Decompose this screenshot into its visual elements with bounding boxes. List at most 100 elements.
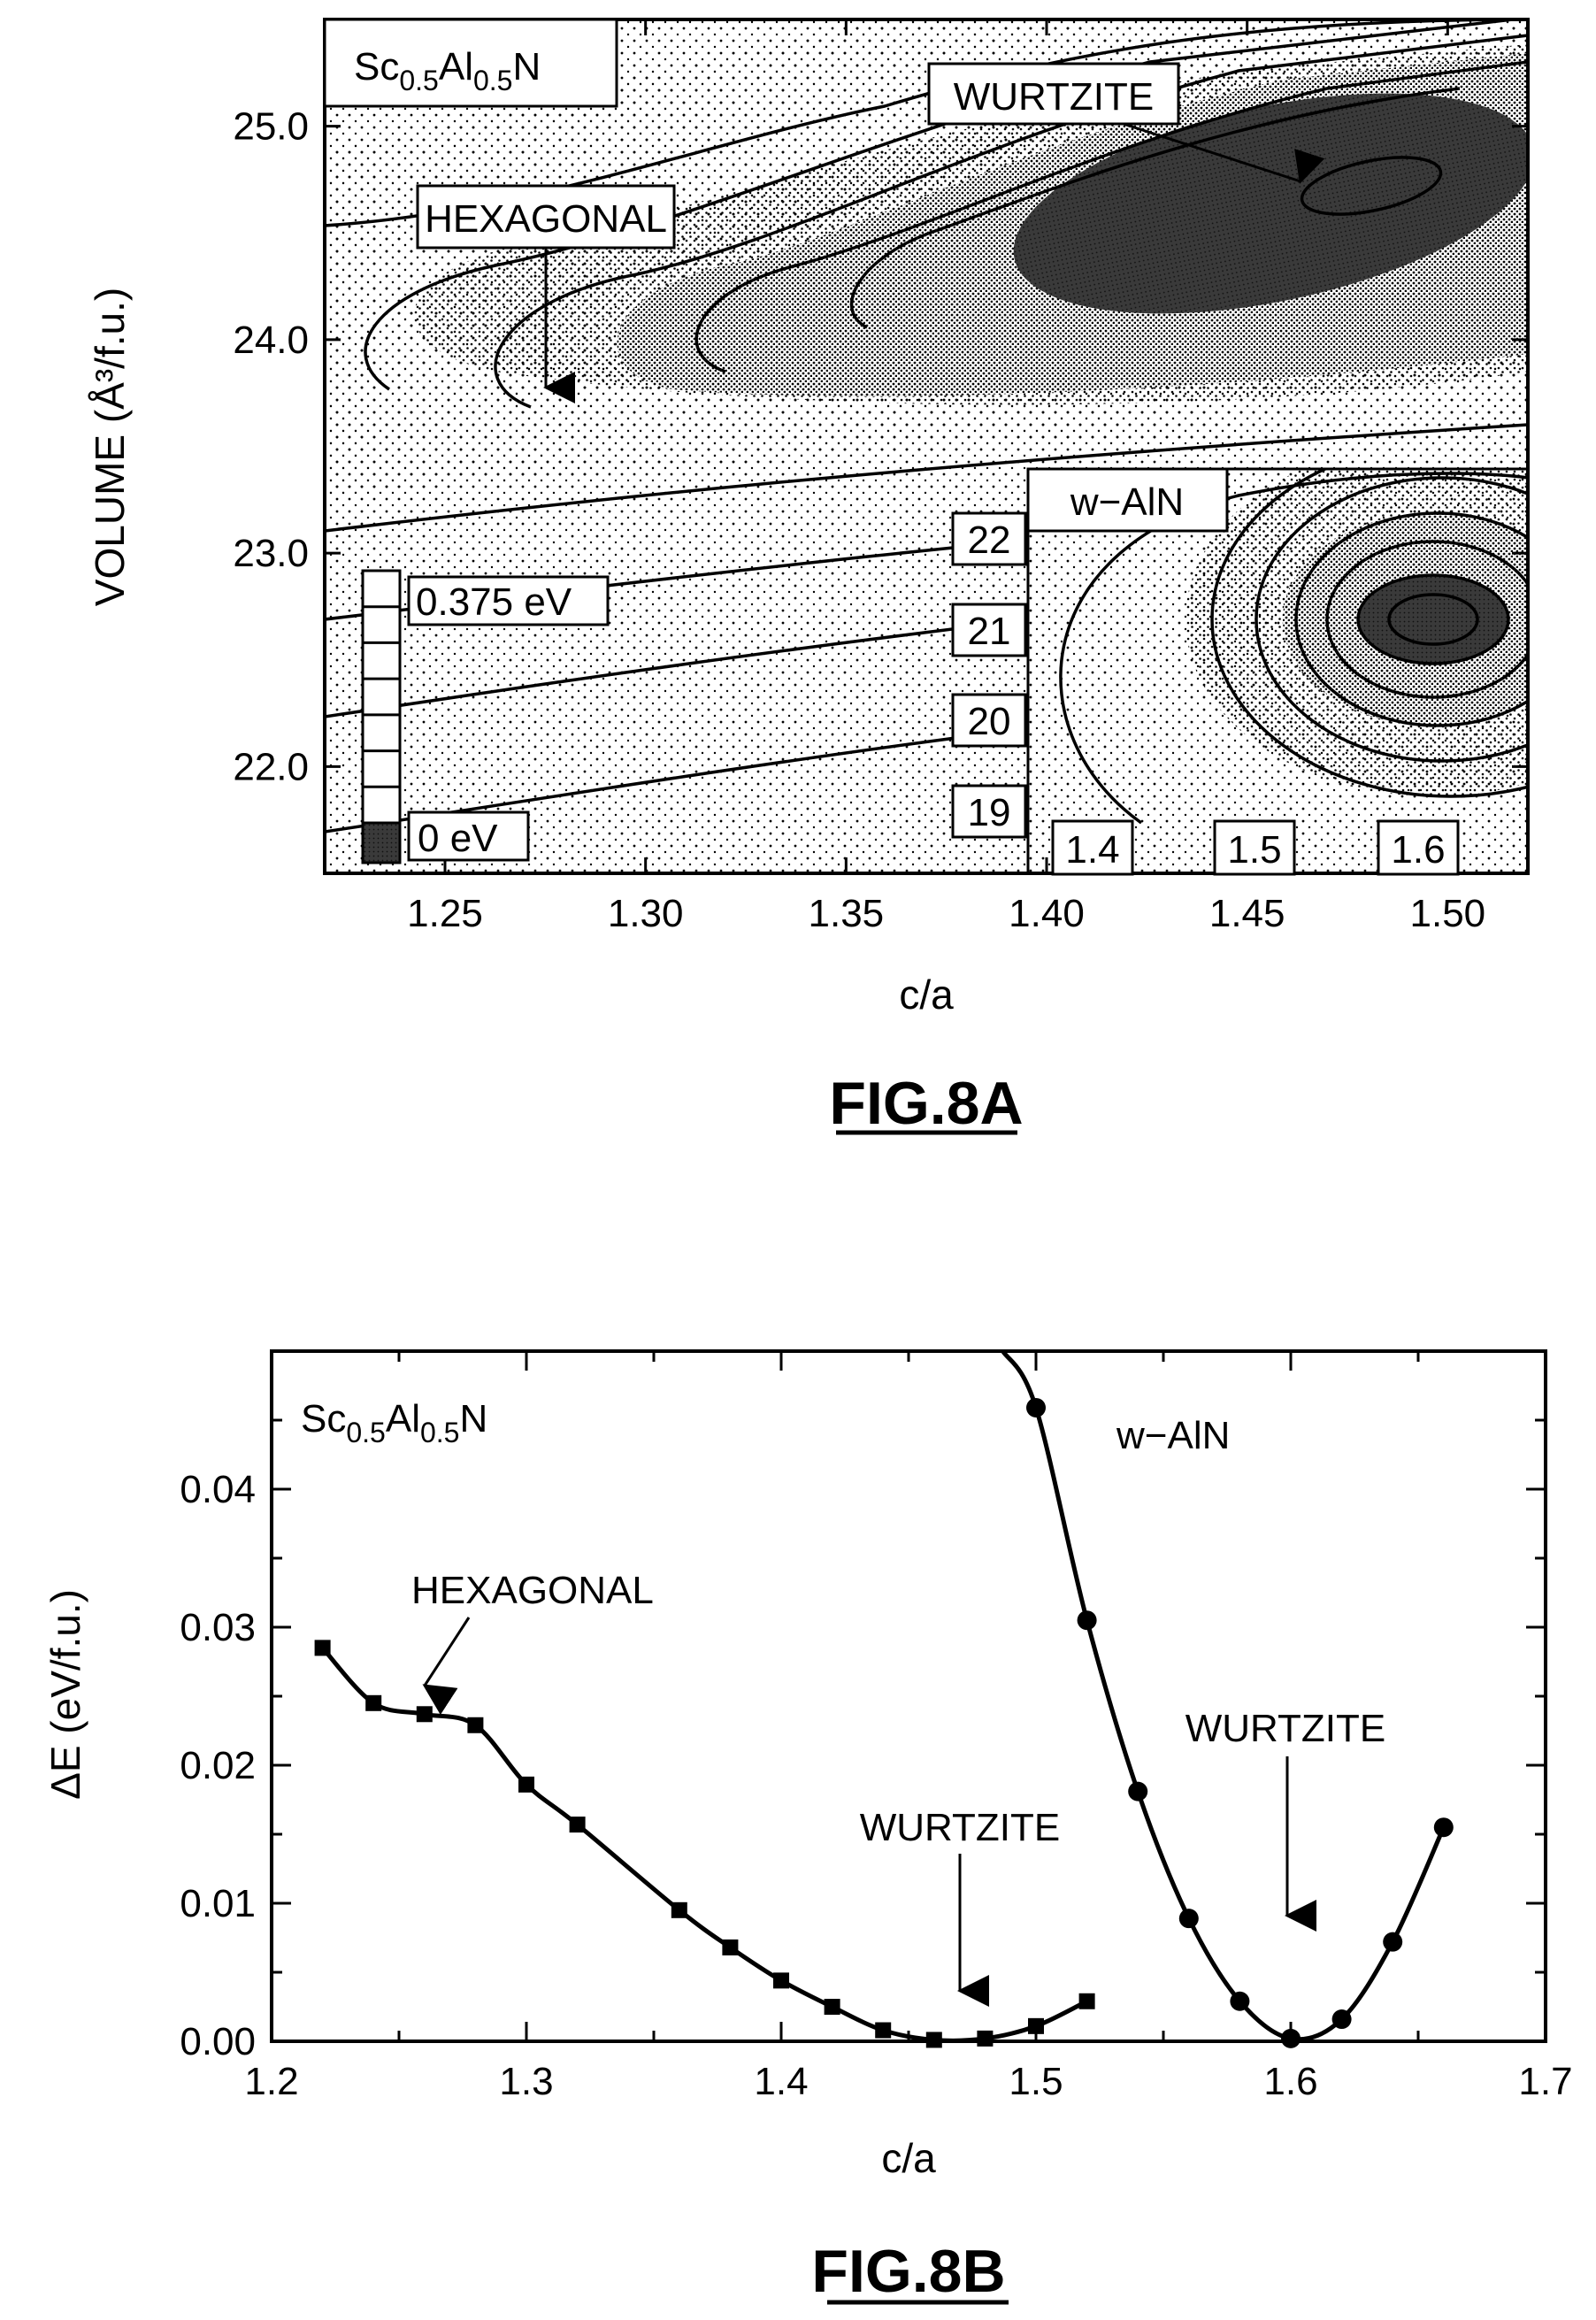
inset-x-tick-box: [1051, 819, 1134, 876]
inset-y-tick-box: [951, 603, 1027, 657]
figure-8a-x-ticks: 1.25 1.30 1.35 1.40 1.45 1.50: [407, 19, 1485, 935]
inset-x-tick-text: 1.4: [1065, 828, 1119, 872]
inset-x-tick-box: [1213, 819, 1296, 876]
series-hexagonal-point: [773, 1972, 789, 1989]
series-hexagonal-point: [722, 1939, 739, 1955]
figure-8b-wurtzite-label-2: WURTZITE: [1185, 1707, 1386, 1750]
figure-8b-wurtzite-label-1: WURTZITE: [860, 1806, 1061, 1849]
contour-map: [325, 19, 1528, 873]
series-w-aln-point: [1026, 1397, 1046, 1417]
figure-8a-compound-box: Sc0.5Al0.5N: [323, 18, 618, 108]
series-w-aln-point: [1128, 1781, 1148, 1801]
series-hexagonal-point: [365, 1694, 382, 1711]
series-hexagonal-point: [467, 1717, 484, 1733]
figure-8b-series-label: w−AlN: [1116, 1414, 1230, 1457]
series-hexagonal-point: [875, 2022, 892, 2039]
series-hexagonal-point: [1028, 2017, 1044, 2034]
y-tick-label: 25.0: [233, 105, 309, 149]
figure-8b-compound-label: Sc0.5Al0.5N: [301, 1397, 487, 1448]
inset-y-tick-text: 19: [968, 791, 1011, 834]
x-tick-label: 1.30: [608, 892, 684, 935]
figure-8a-y-ticks: 22.0 23.0 24.0 25.0: [233, 105, 1528, 788]
series-hexagonal-point: [1078, 1993, 1095, 2009]
x-tick-label: 1.3: [499, 2060, 553, 2103]
inset-contour-line: [1255, 476, 1528, 763]
series-w-aln-point: [1331, 2009, 1352, 2030]
inset-x-tick-text: 1.5: [1227, 828, 1281, 872]
series-hexagonal-point: [977, 2030, 994, 2047]
figure-8b: 1.2 1.3 1.4 1.5 1.6 1.7 0.000.010.020.030.04 …: [42, 1349, 1573, 2305]
y-tick-label: 24.0: [233, 319, 309, 362]
y-tick-label: 23.0: [233, 532, 309, 575]
figure-8b-label: FIG.8B: [811, 2238, 1005, 2305]
inset-x-tick-label: 1.4: [1051, 819, 1134, 876]
inset-y-tick-box: [951, 784, 1027, 839]
contour-line: [1300, 156, 1443, 216]
figure-8a-hexagonal-callout: HEXAGONAL: [416, 184, 676, 403]
series-w-aln-point: [1230, 1991, 1250, 2011]
x-tick-label: 1.4: [754, 2060, 808, 2103]
figure-8b-hexagonal-label: HEXAGONAL: [411, 1569, 654, 1612]
figure-8a-compound-label: Sc0.5Al0.5N: [354, 45, 541, 96]
figure-8a-label: FIG.8A: [829, 1070, 1023, 1137]
colorbar-min-cell: [361, 821, 402, 864]
inset-map: [1028, 469, 1528, 873]
inset-x-tick-box: [1377, 819, 1460, 876]
inset-x-tick-text: 1.6: [1391, 828, 1445, 872]
inset-y-tick-text: 21: [968, 610, 1011, 653]
inset-y-tick-text: 22: [968, 519, 1011, 562]
inset-y-tick-box: [951, 693, 1027, 748]
y-tick-label: 0.03: [180, 1606, 256, 1649]
colorbar-min-label: 0 eV: [418, 817, 498, 860]
series-hexagonal-point: [518, 1776, 534, 1793]
inset-y-tick-label: 20: [951, 693, 1027, 748]
figure-8b-x-ticks: 1.2 1.3 1.4 1.5 1.6 1.7: [244, 1351, 1573, 2103]
inset-x-tick-label: 1.6: [1377, 819, 1460, 876]
y-tick-label: 0.01: [180, 1882, 256, 1925]
figure-8a-inset-label-box: w−AlN: [1026, 467, 1229, 533]
contour-line: [494, 34, 1528, 409]
figure-8a-wurtzite-arrow: [1123, 122, 1325, 184]
colorbar-max-label: 0.375 eV: [416, 580, 572, 624]
contour-line: [849, 87, 1461, 329]
figure-8b-series: [314, 1351, 1454, 2048]
series-hexagonal-point: [824, 1999, 840, 2015]
y-tick-label: 0.00: [180, 2020, 256, 2063]
x-tick-label: 1.2: [244, 2060, 298, 2103]
inset-x-tick-labels: 1.4 1.5 1.6: [1051, 819, 1460, 876]
x-tick-label: 1.7: [1518, 2060, 1572, 2103]
series-w-aln-point: [1077, 1610, 1097, 1631]
series-hexagonal-line: [320, 1646, 1088, 2043]
series-hexagonal-point: [671, 1901, 687, 1918]
figure-8a-x-axis-title: c/a: [899, 972, 954, 1018]
figure-8b-y-axis-title: ΔE (eV/f.u.): [42, 1589, 88, 1800]
inset-y-tick-label: 19: [951, 784, 1027, 839]
figure-8b-y-ticks: 0.00 0.01 0.02 0.03 0.04: [180, 1418, 1546, 2063]
inset-x-tick-label: 1.5: [1213, 819, 1296, 876]
series-hexagonal-point: [925, 2032, 942, 2048]
figure-8a-wurtzite-label: WURTZITE: [954, 75, 1155, 119]
inset-minimum-region: [1358, 575, 1508, 664]
x-tick-label: 1.35: [809, 892, 885, 935]
figure-8a-y-axis-title: VOLUME (Å³/f.u.): [87, 288, 133, 606]
series-w-aln-point: [1178, 1909, 1199, 1929]
figure-8a-colorbar: 0.375 eV 0 eV: [361, 569, 610, 864]
inset-y-tick-label: 22: [951, 511, 1027, 566]
series-w-aln-point: [1383, 1932, 1403, 1952]
figure-8a-wurtzite-callout: WURTZITE: [927, 62, 1325, 184]
series-w-aln-point: [1433, 1817, 1454, 1838]
inset-y-tick-label: 21: [951, 603, 1027, 657]
inset-y-tick-labels: 22 21 20 19: [951, 511, 1027, 839]
figure-8a-inset-label: w−AlN: [1070, 480, 1184, 524]
contour-line: [325, 423, 1528, 533]
series-hexagonal-point: [569, 1817, 586, 1833]
inset-contour-line: [1210, 469, 1528, 798]
series-hexagonal-point: [314, 1640, 331, 1656]
inset-contour-line: [1325, 540, 1528, 699]
x-tick-label: 1.5: [1009, 2060, 1063, 2103]
figure-8a-frame: [323, 18, 1530, 875]
y-tick-label: 0.04: [180, 1468, 256, 1511]
contour-minimum-region: [1013, 93, 1528, 314]
x-tick-label: 1.40: [1009, 892, 1085, 935]
